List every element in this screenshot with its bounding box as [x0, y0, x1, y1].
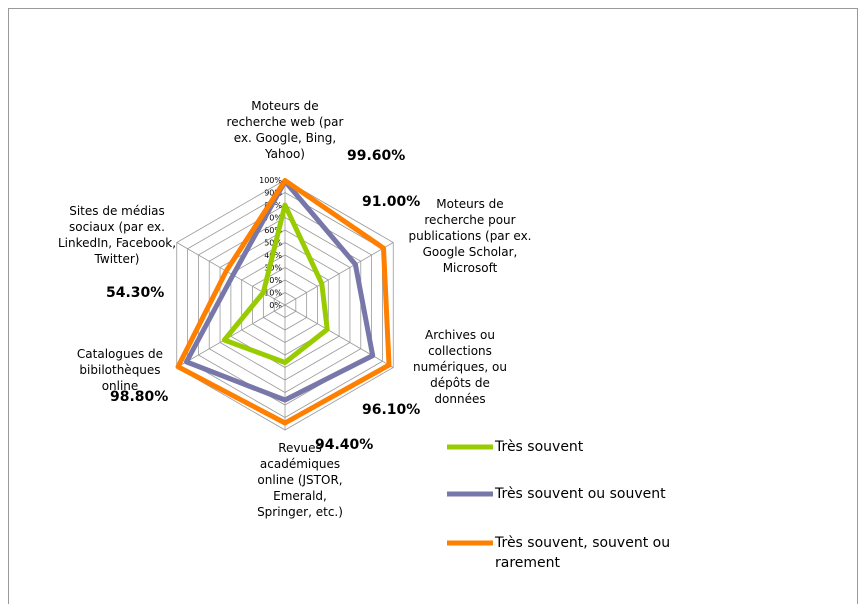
- frame: [8, 8, 858, 604]
- r-tick-label: 30%: [264, 264, 282, 273]
- axis-label: Revues académiques online (JSTOR, Emeral…: [257, 441, 343, 519]
- series-line: [183, 178, 376, 403]
- series-line: [221, 202, 330, 365]
- legend-label: Très souvent ou souvent: [495, 486, 666, 502]
- value-label: 96.10%: [362, 402, 421, 418]
- r-tick-label: 100%: [259, 176, 282, 185]
- spoke: [284, 304, 394, 368]
- value-label: 94.40%: [315, 437, 374, 453]
- r-tick-label: 0%: [269, 301, 282, 310]
- r-tick-label: 20%: [264, 276, 282, 285]
- legend-label: Très souvent: [495, 439, 584, 455]
- axis-label: Sites de médias sociaux (par ex. LinkedI…: [57, 204, 177, 266]
- r-tick-label: 90%: [264, 189, 282, 198]
- spoke: [176, 304, 286, 368]
- r-tick-label: 10%: [264, 289, 282, 298]
- series-line: [175, 178, 392, 426]
- axis-label: Catalogues de bibilothèques online: [76, 347, 164, 393]
- legend-label: Très souvent, souvent ou rarement: [495, 535, 671, 571]
- value-label: 99.60%: [347, 148, 406, 164]
- axis-label: Moteurs de recherche pour publications (…: [408, 197, 532, 275]
- value-label: 54.30%: [106, 285, 165, 301]
- value-label: 98.80%: [110, 389, 169, 405]
- spoke: [284, 242, 394, 306]
- r-tick-label: 70%: [264, 214, 282, 223]
- axis-label: Archives ou collections numériques, ou d…: [413, 328, 507, 406]
- r-tick-label: 60%: [264, 226, 282, 235]
- value-label: 91.00%: [362, 194, 421, 210]
- axis-label: Moteurs de recherche web (par ex. Google…: [226, 99, 344, 161]
